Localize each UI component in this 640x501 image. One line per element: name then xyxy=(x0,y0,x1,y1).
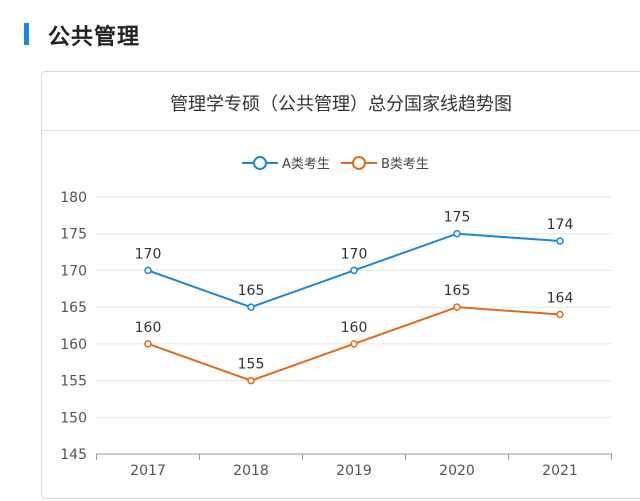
x-tick-label: 2019 xyxy=(336,463,372,479)
data-label: 175 xyxy=(444,210,471,226)
y-tick-label: 155 xyxy=(60,374,87,390)
data-point xyxy=(350,266,358,275)
chart-title: 管理学专硕（公共管理）总分国家线趋势图 xyxy=(170,94,512,115)
y-tick-label: 145 xyxy=(60,447,87,463)
data-label: 155 xyxy=(238,357,265,373)
y-tick-label: 165 xyxy=(60,300,87,316)
data-point xyxy=(247,303,255,311)
data-label: 174 xyxy=(547,217,574,233)
data-label: 165 xyxy=(444,283,471,299)
legend-label: A类考生 xyxy=(282,157,330,172)
data-point xyxy=(247,376,255,385)
data-label: 170 xyxy=(341,246,368,262)
legend-label: B类考生 xyxy=(381,157,429,172)
y-tick-label: 175 xyxy=(60,227,87,243)
y-tick-label: 150 xyxy=(60,410,87,426)
data-point xyxy=(144,340,152,348)
data-label: 160 xyxy=(341,320,368,336)
data-point xyxy=(144,266,152,275)
data-label: 165 xyxy=(238,283,265,299)
data-point xyxy=(350,340,358,348)
data-label: 170 xyxy=(135,246,162,262)
y-tick-label: 160 xyxy=(60,337,87,353)
data-label: 164 xyxy=(547,290,574,306)
section-accent-bar xyxy=(24,23,29,45)
y-tick-label: 180 xyxy=(60,190,87,206)
x-tick-label: 2017 xyxy=(130,463,166,479)
data-point xyxy=(453,303,461,311)
x-tick-label: 2018 xyxy=(233,463,269,479)
chart-title-bar: 管理学专硕（公共管理）总分国家线趋势图 xyxy=(42,72,640,131)
legend-swatch-marker xyxy=(352,156,366,170)
legend-swatch-marker xyxy=(253,156,267,170)
section-header: 公共管理 xyxy=(0,0,640,66)
data-label: 160 xyxy=(135,320,162,336)
x-tick-label: 2021 xyxy=(542,463,578,479)
chart-card: 管理学专硕（公共管理）总分国家线趋势图 145 150 155 160 165 170 17… xyxy=(41,71,640,499)
section-title: 公共管理 xyxy=(48,25,141,50)
data-point xyxy=(453,229,461,238)
line-chart: 145 150 155 160 165 170 175 180 2017 2018 2019 2020… xyxy=(60,156,612,479)
x-tick-label: 2020 xyxy=(439,463,475,479)
y-tick-label: 170 xyxy=(60,263,87,279)
data-point xyxy=(556,310,564,319)
data-point xyxy=(556,237,564,245)
